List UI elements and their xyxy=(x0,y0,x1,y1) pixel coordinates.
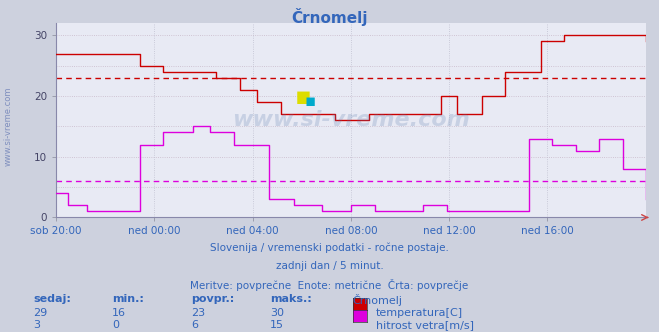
Text: temperatura[C]: temperatura[C] xyxy=(376,308,463,318)
Text: 30: 30 xyxy=(270,308,284,318)
Text: hitrost vetra[m/s]: hitrost vetra[m/s] xyxy=(376,320,474,330)
Text: www.si-vreme.com: www.si-vreme.com xyxy=(3,86,13,166)
Text: sedaj:: sedaj: xyxy=(33,294,71,304)
Text: Slovenija / vremenski podatki - ročne postaje.: Slovenija / vremenski podatki - ročne po… xyxy=(210,242,449,253)
Text: maks.:: maks.: xyxy=(270,294,312,304)
Text: 16: 16 xyxy=(112,308,126,318)
Text: www.si-vreme.com: www.si-vreme.com xyxy=(232,110,470,130)
Text: 3: 3 xyxy=(33,320,40,330)
Text: Črnomelj: Črnomelj xyxy=(291,8,368,26)
Text: 0: 0 xyxy=(112,320,119,330)
Text: Meritve: povprečne  Enote: metrične  Črta: povprečje: Meritve: povprečne Enote: metrične Črta:… xyxy=(190,279,469,291)
Text: min.:: min.: xyxy=(112,294,144,304)
Text: 29: 29 xyxy=(33,308,47,318)
Text: ▪: ▪ xyxy=(295,85,312,109)
Text: 23: 23 xyxy=(191,308,205,318)
Text: 15: 15 xyxy=(270,320,284,330)
Text: povpr.:: povpr.: xyxy=(191,294,235,304)
Text: zadnji dan / 5 minut.: zadnji dan / 5 minut. xyxy=(275,261,384,271)
Text: 6: 6 xyxy=(191,320,198,330)
Text: ▪: ▪ xyxy=(304,92,315,110)
Text: Črnomelj: Črnomelj xyxy=(353,294,403,306)
